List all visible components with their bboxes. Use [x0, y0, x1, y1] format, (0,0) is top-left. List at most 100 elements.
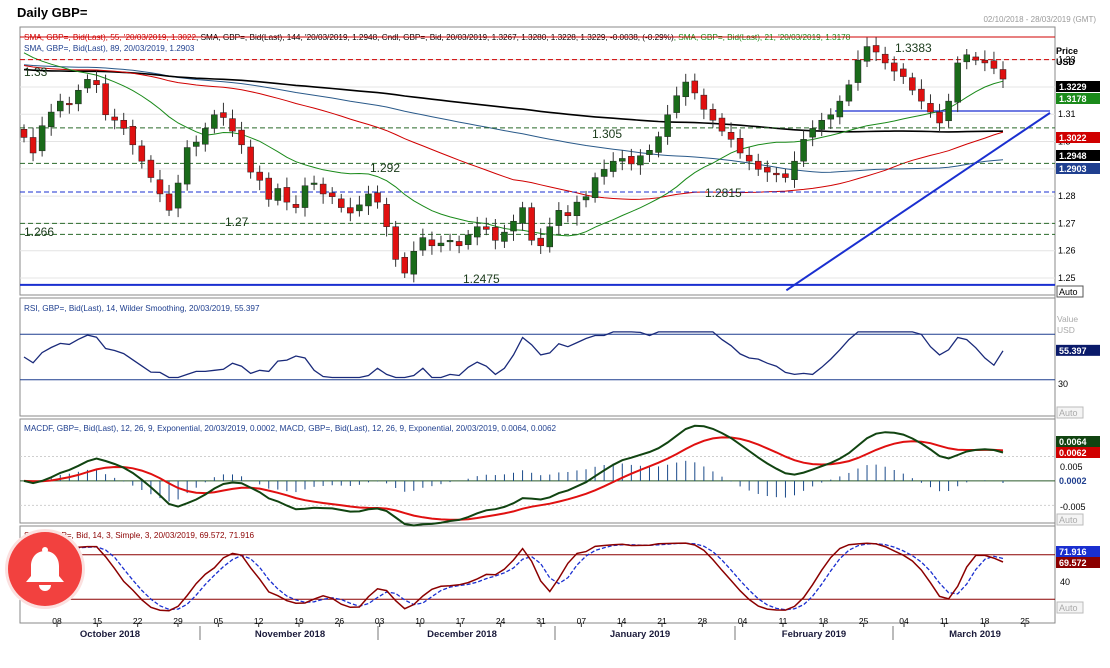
alert-button[interactable]: [8, 532, 82, 606]
trend-line: [785, 112, 1051, 292]
level-annotation: 1.292: [370, 161, 400, 175]
candle-down: [120, 119, 127, 129]
candle-down: [537, 237, 544, 247]
candle-up: [637, 155, 644, 166]
x-day-label: 18: [819, 616, 829, 626]
candle-down: [102, 83, 109, 116]
candle-down: [165, 193, 173, 211]
price-value-label: 1.2948: [1059, 151, 1087, 161]
x-day-label: 22: [133, 616, 143, 626]
stoch-value-label: 69.572: [1059, 558, 1087, 568]
candle-down: [129, 125, 137, 146]
right-axis: 1.331.321.311.31.291.281.271.261.251.322…: [1056, 55, 1100, 568]
candle-down: [700, 94, 708, 110]
candle-up: [582, 196, 590, 201]
price-tick-label: 1.25: [1058, 273, 1076, 283]
price-legend-line2: SMA, GBP=, Bid(Last), 89, 20/03/2019, 1.…: [24, 44, 195, 53]
x-day-label: 15: [93, 616, 103, 626]
macd-line: [23, 424, 1004, 527]
rsi-tick-30: 30: [1058, 379, 1068, 389]
candle-down: [927, 103, 934, 113]
level-annotation: 1.27: [225, 215, 249, 229]
candle-down: [338, 198, 345, 208]
candle-down: [872, 45, 880, 53]
candle-up: [75, 89, 82, 105]
legend-part: MACDF, GBP=, Bid(Last), 12, 26, 9, Expon…: [24, 424, 275, 433]
candle-up: [464, 234, 472, 245]
rsi-auto-button[interactable]: Auto: [1056, 406, 1084, 419]
stoch-plot: [20, 542, 1055, 612]
candle-up: [473, 226, 481, 238]
x-day-label: 07: [577, 616, 587, 626]
x-day-label: 10: [415, 616, 425, 626]
candle-down: [455, 241, 463, 247]
x-day-label: 03: [375, 616, 385, 626]
candle-up: [609, 160, 617, 172]
rsi-plot: [20, 331, 1055, 381]
x-axis: 08 15 22 29 05 12 19 26 03 10 17 24 31 07 14 21 28 04 11 18…: [52, 616, 1030, 640]
sma144-line: [23, 68, 1003, 133]
candle-down: [29, 137, 37, 154]
price-value-label: 1.3229: [1059, 82, 1087, 92]
price-axis-title: Price: [1056, 46, 1078, 56]
price-value-label: 1.3022: [1059, 133, 1087, 143]
candle-up: [555, 210, 563, 226]
x-day-label: 18: [980, 616, 990, 626]
candle-down: [628, 156, 635, 165]
candle-up: [827, 114, 835, 120]
candle-up: [437, 242, 445, 247]
x-day-label: 08: [52, 616, 62, 626]
candle-down: [265, 177, 272, 200]
candle-down: [93, 80, 100, 86]
legend-part: , MACD, GBP=, Bid(Last), 12, 26, 9, Expo…: [275, 424, 557, 433]
rsi-value-label: 55.397: [1059, 346, 1087, 356]
rsi-legend: RSI, GBP=, Bid(Last), 14, Wilder Smoothi…: [24, 304, 260, 313]
price-tick-label: 1.28: [1058, 191, 1076, 201]
candle-up: [863, 46, 871, 62]
stoch-auto-button[interactable]: Auto: [1056, 601, 1084, 614]
candle-down: [401, 256, 408, 274]
candle-down: [890, 62, 898, 72]
candle-up: [818, 119, 825, 130]
candle-down: [492, 226, 499, 241]
x-day-label: 17: [456, 616, 466, 626]
x-day-label: 11: [940, 616, 949, 626]
candle-down: [764, 166, 771, 173]
candle-down: [229, 118, 236, 132]
price-axis-unit: USD: [1056, 57, 1076, 67]
x-month-label: November 2018: [255, 629, 325, 640]
candle-down: [736, 138, 744, 154]
x-day-label: 12: [254, 616, 264, 626]
candle-up: [800, 139, 807, 162]
candle-up: [791, 160, 798, 180]
candle-down: [256, 171, 263, 181]
stoch-k-line: [23, 542, 1004, 612]
x-day-label: 19: [294, 616, 304, 626]
candle-up: [600, 169, 608, 177]
macd-tick-pos: 0.005: [1060, 462, 1083, 472]
x-month-label: October 2018: [80, 629, 140, 640]
candle-down: [283, 187, 291, 203]
price-auto-button[interactable]: Auto: [1056, 285, 1084, 298]
price-plot: 1.3383 1.33 1.305 1.292 1.2815 1.27 1.266 1.247…: [20, 36, 1055, 292]
sma89-line: [23, 64, 1004, 173]
macd-value-label: 0.0064: [1059, 437, 1087, 447]
price-value-box: [1056, 132, 1100, 143]
candle-down: [238, 129, 245, 146]
candle-up: [47, 111, 55, 128]
x-day-label: 26: [335, 616, 345, 626]
rsi-line: [23, 331, 1004, 379]
candle-up: [591, 177, 599, 199]
candle-up: [419, 237, 427, 251]
bell-icon: [26, 547, 64, 591]
macd-plot: [20, 424, 1055, 527]
candle-up: [519, 207, 526, 224]
price-tick-label: 1.31: [1058, 109, 1076, 119]
level-annotation: 1.2815: [705, 186, 742, 200]
candle-down: [981, 59, 989, 64]
level-annotation: 1.305: [592, 127, 622, 141]
rsi-value-box: [1056, 344, 1100, 356]
candle-down: [528, 207, 535, 241]
macd-auto-button[interactable]: Auto: [1056, 513, 1084, 526]
